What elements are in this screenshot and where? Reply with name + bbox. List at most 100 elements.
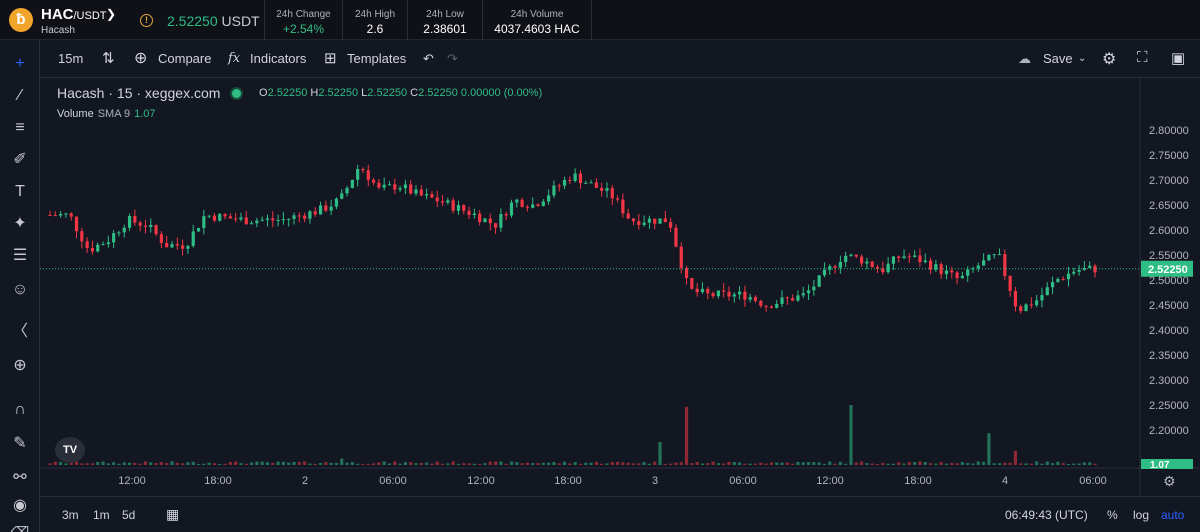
candle-body: [74, 216, 79, 232]
pattern-icon[interactable]: ✦: [13, 215, 27, 232]
trend-line-icon[interactable]: ∕: [18, 87, 22, 104]
candle-body: [1024, 304, 1028, 312]
volume-bar: [944, 463, 949, 465]
auto-scale-button[interactable]: auto: [1161, 508, 1185, 522]
candle-body: [159, 234, 163, 243]
trash-icon[interactable]: ⌫: [10, 524, 30, 532]
volume-bar: [212, 463, 217, 465]
last-volume-tag-label: 1.07: [1150, 460, 1170, 471]
volume-bar: [578, 463, 583, 465]
candle-body: [191, 231, 195, 246]
volume-bar: [653, 461, 657, 465]
volume-bar: [568, 463, 572, 465]
time-tick-label: 12:00: [816, 475, 844, 487]
fullscreen-icon[interactable]: ⛶: [1137, 49, 1148, 66]
lock-icon[interactable]: ⚯: [13, 469, 27, 486]
info-icon[interactable]: !: [140, 14, 153, 27]
high-value: 2.52250: [318, 87, 359, 99]
fib-lines-icon[interactable]: ≡: [15, 119, 25, 136]
volume-bar: [308, 463, 312, 465]
lock-drawing-icon[interactable]: ✎: [13, 435, 27, 452]
candle-body: [138, 222, 142, 226]
plus-circle-icon[interactable]: ⊕: [134, 50, 148, 67]
candle-body: [642, 222, 646, 225]
tradingview-logo-icon[interactable]: TV: [55, 437, 85, 463]
crosshair-icon[interactable]: +: [15, 55, 25, 72]
volume-bar: [207, 462, 211, 465]
volume-bar: [753, 463, 758, 465]
candle-body: [1061, 278, 1065, 280]
text-icon[interactable]: T: [15, 183, 25, 200]
magnet-icon[interactable]: ∩: [14, 401, 26, 418]
candle-body: [345, 187, 349, 194]
templates-button[interactable]: Templates: [347, 51, 407, 66]
last-price: 2.52250 USDT: [167, 13, 260, 29]
interval-button[interactable]: 15m: [58, 51, 84, 66]
volume-bar: [149, 462, 153, 465]
percent-scale-button[interactable]: %: [1107, 508, 1118, 522]
gear-icon[interactable]: ⚙: [1102, 51, 1117, 68]
volume-bar: [536, 463, 540, 465]
volume-bar: [642, 462, 646, 465]
compare-button[interactable]: Compare: [158, 51, 212, 66]
volume-bar: [531, 463, 535, 465]
chevron-down-icon[interactable]: ❯: [106, 7, 117, 21]
volume-bar: [891, 463, 896, 465]
volume-bar: [435, 461, 439, 465]
volume-bar: [886, 463, 890, 465]
candle-body: [870, 261, 874, 267]
volume-bar: [244, 463, 248, 465]
range-1m-button[interactable]: 1m: [93, 508, 110, 522]
candle-body: [1050, 282, 1055, 288]
candle-body: [907, 256, 911, 258]
candle-body: [838, 261, 842, 268]
save-chevron-down-icon[interactable]: ⌄: [1078, 53, 1087, 64]
volume-bar: [340, 458, 344, 465]
volume-bar: [791, 463, 795, 465]
undo-icon[interactable]: ↶: [423, 51, 434, 66]
price-tick-label: 2.70000: [1149, 175, 1189, 187]
emoji-icon[interactable]: ☺: [11, 281, 29, 298]
candle-body: [791, 298, 795, 301]
candle-body: [1056, 278, 1060, 283]
utc-clock[interactable]: 06:49:43 (UTC): [1005, 508, 1088, 522]
ruler-icon[interactable]: 〈: [11, 323, 28, 340]
candles-icon[interactable]: ⇅: [102, 50, 115, 67]
volume-bar: [456, 463, 461, 465]
forecast-icon[interactable]: ☰: [12, 247, 28, 264]
redo-icon[interactable]: ↷: [447, 51, 458, 66]
stat-value: +2.54%: [282, 22, 325, 36]
save-button[interactable]: Save: [1043, 51, 1073, 66]
candle-body: [897, 256, 901, 258]
cloud-icon[interactable]: ☁: [1018, 51, 1031, 66]
camera-icon[interactable]: ▣: [1171, 50, 1186, 67]
volume-bar: [1077, 463, 1081, 465]
function-icon[interactable]: fx: [228, 51, 241, 66]
candle-body: [90, 247, 95, 252]
range-3m-button[interactable]: 3m: [62, 508, 79, 522]
volume-bar: [493, 461, 498, 465]
candle-body: [499, 214, 503, 228]
indicators-button[interactable]: Indicators: [250, 51, 307, 66]
symbol-selector[interactable]: HAC/USDT: [41, 6, 107, 23]
volume-bar: [1082, 462, 1086, 465]
candle-body: [456, 205, 461, 211]
templates-grid-icon[interactable]: ⊞: [324, 50, 337, 67]
candle-body: [356, 168, 360, 180]
price-tick-label: 2.75000: [1149, 150, 1189, 162]
volume-bar: [870, 463, 874, 465]
eye-icon[interactable]: ◉: [13, 497, 27, 514]
log-scale-button[interactable]: log: [1133, 508, 1150, 522]
range-5d-button[interactable]: 5d: [122, 508, 136, 522]
goto-date-icon[interactable]: ▦: [166, 506, 180, 522]
time-tick-label: 18:00: [904, 475, 932, 487]
candle-body: [96, 244, 100, 252]
price-tick-label: 2.20000: [1149, 425, 1189, 437]
candle-body: [822, 269, 827, 276]
volume-bar: [1040, 463, 1044, 465]
zoom-in-icon[interactable]: ⊕: [13, 357, 27, 374]
volume-bar: [626, 462, 630, 465]
candle-body: [69, 213, 73, 217]
brush-icon[interactable]: ✐: [13, 151, 27, 168]
